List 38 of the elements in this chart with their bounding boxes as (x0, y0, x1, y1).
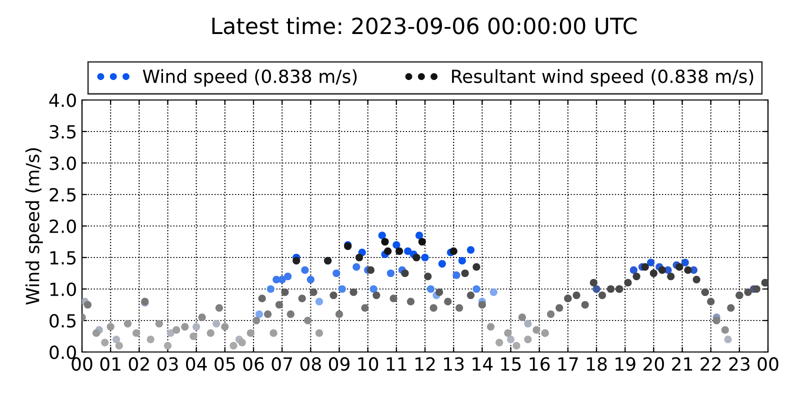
x-tick-label: 20 (644, 357, 664, 371)
x-tick-label: 00 (758, 357, 778, 371)
legend-label: Resultant wind speed (0.838 m/s) (452, 69, 754, 87)
x-tick-label: 15 (501, 357, 521, 371)
y-tick-label: 1.0 (50, 282, 76, 296)
legend-label: Wind speed (0.838 m/s) (142, 69, 357, 87)
y-tick-label: 0.0 (50, 345, 76, 360)
x-tick-label: 13 (444, 357, 464, 371)
x-tick-label: 17 (558, 357, 578, 371)
x-tick-label: 10 (358, 357, 378, 371)
y-tick-label: 4.0 (49, 93, 76, 108)
y-tick-label: 2.0 (50, 219, 76, 234)
y-tick-label: 2.5 (50, 188, 76, 202)
x-tick-label: 11 (386, 357, 406, 371)
chart-title: Latest time: 2023-09-06 00:00:00 UTC (212, 17, 637, 34)
x-tick-label: 22 (700, 357, 721, 371)
y-axis-title: Wind speed (m/s) (25, 148, 43, 305)
y-tick-label: 3.5 (50, 124, 76, 139)
x-tick-label: 14 (472, 357, 493, 371)
x-tick-label: 01 (100, 357, 120, 371)
x-tick-label: 23 (729, 357, 750, 371)
x-tick-label: 00 (72, 357, 92, 371)
x-tick-label: 08 (300, 357, 321, 371)
x-tick-label: 21 (672, 357, 692, 371)
y-tick-label: 3.0 (50, 156, 76, 170)
x-tick-label: 03 (157, 357, 178, 371)
x-tick-label: 02 (128, 357, 149, 371)
x-tick-label: 19 (616, 357, 636, 371)
x-tick-label: 07 (272, 357, 292, 371)
x-tick-label: 04 (186, 357, 207, 371)
x-tick-label: 16 (530, 357, 550, 371)
x-tick-label: 18 (586, 357, 607, 371)
y-tick-label: 1.5 (50, 251, 76, 265)
x-tick-label: 12 (415, 357, 435, 371)
x-tick-label: 06 (243, 357, 264, 371)
x-tick-label: 05 (214, 357, 235, 371)
y-tick-label: 0.5 (50, 314, 76, 328)
x-tick-label: 09 (328, 357, 350, 371)
